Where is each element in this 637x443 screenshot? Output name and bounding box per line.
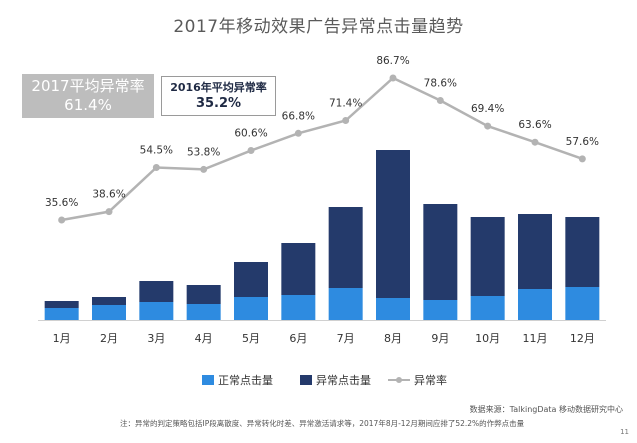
- bar-normal: [234, 297, 268, 320]
- x-tick-label: 1月: [53, 332, 71, 345]
- rate-point: [342, 117, 350, 125]
- chart-title: 2017年移动效果广告异常点击量趋势: [173, 17, 464, 37]
- bar-abnormal: [92, 297, 126, 305]
- bar-abnormal: [234, 262, 268, 297]
- bar-abnormal: [423, 204, 458, 300]
- avg-2017-box: 2017平均异常率 61.4%: [22, 74, 154, 118]
- x-tick-label: 3月: [147, 332, 165, 345]
- rate-point: [200, 165, 208, 173]
- avg-2017-value: 61.4%: [64, 96, 112, 114]
- bar-normal: [518, 289, 552, 320]
- rate-data-label: 57.6%: [566, 136, 599, 148]
- data-source: 数据来源：TalkingData 移动数据研究中心: [469, 405, 623, 414]
- x-tick-label: 7月: [337, 332, 355, 345]
- bar-normal: [423, 300, 458, 320]
- bar-abnormal: [139, 281, 174, 302]
- rate-point: [105, 208, 113, 216]
- x-tick-label: 11月: [523, 332, 548, 345]
- x-tick-label: 12月: [570, 332, 595, 345]
- rate-data-label: 35.6%: [45, 197, 78, 209]
- bar-abnormal: [376, 150, 410, 298]
- bar-normal: [470, 296, 505, 320]
- rate-data-label: 86.7%: [376, 55, 409, 67]
- rate-data-label: 60.6%: [234, 128, 267, 140]
- bar-normal: [565, 287, 600, 320]
- legend-swatch-abnormal: [300, 375, 312, 385]
- legend-label-abnormal: 异常点击量: [316, 374, 371, 387]
- bar-normal: [186, 304, 221, 320]
- x-tick-label: 8月: [384, 332, 402, 345]
- bar-abnormal: [44, 301, 79, 308]
- avg-2016-box: 2016年平均异常率 35.2%: [161, 76, 276, 116]
- rate-point: [389, 74, 397, 82]
- chart-legend: 正常点击量 异常点击量 异常率: [0, 372, 637, 388]
- x-tick-label: 6月: [289, 332, 307, 345]
- legend-item-abnormal: 异常点击量: [300, 372, 371, 388]
- avg-2016-label: 2016年平均异常率: [170, 81, 267, 94]
- x-tick-label: 10月: [475, 332, 500, 345]
- bar-abnormal: [518, 214, 552, 289]
- bar-normal: [376, 298, 410, 320]
- avg-2016-value: 35.2%: [195, 96, 242, 111]
- bar-abnormal: [281, 243, 316, 295]
- x-tick-label: 2月: [100, 332, 118, 345]
- footnote: 注：异常的判定策略包括IP段离散度、异常转化时差、异常激活请求等，2017年8月…: [120, 419, 525, 428]
- legend-swatch-rate: [388, 375, 410, 385]
- bar-abnormal: [470, 217, 505, 296]
- x-tick-label: 5月: [242, 332, 260, 345]
- rate-point: [578, 155, 586, 163]
- bar-normal: [281, 295, 316, 320]
- rate-data-label: 66.8%: [282, 110, 315, 122]
- bar-normal: [92, 305, 126, 320]
- legend-item-rate: 异常率: [388, 372, 447, 388]
- rate-point: [294, 129, 302, 137]
- bar-abnormal: [328, 207, 363, 288]
- legend-label-normal: 正常点击量: [218, 374, 273, 387]
- rate-point: [531, 138, 539, 146]
- rate-point: [484, 122, 492, 130]
- rate-point: [152, 163, 160, 171]
- legend-item-normal: 正常点击量: [202, 372, 273, 388]
- rate-data-label: 38.6%: [92, 189, 125, 201]
- bar-abnormal: [565, 217, 600, 287]
- rate-data-label: 53.8%: [187, 146, 220, 158]
- page-number: 11: [620, 428, 629, 436]
- bar-abnormal: [186, 285, 221, 304]
- rate-data-label: 78.6%: [424, 78, 457, 90]
- rate-data-label: 54.5%: [140, 144, 173, 156]
- rate-data-label: 63.6%: [518, 119, 551, 131]
- legend-swatch-normal: [202, 375, 214, 385]
- x-tick-label: 4月: [195, 332, 213, 345]
- rate-data-label: 69.4%: [471, 103, 504, 115]
- legend-label-rate: 异常率: [414, 374, 447, 387]
- rate-point: [436, 97, 444, 105]
- rate-data-label: 71.4%: [329, 98, 362, 110]
- bar-normal: [44, 308, 79, 320]
- avg-2017-label: 2017平均异常率: [31, 77, 145, 95]
- bar-normal: [328, 288, 363, 320]
- x-tick-label: 9月: [431, 332, 449, 345]
- rate-line: [61, 76, 583, 222]
- bar-normal: [139, 302, 174, 320]
- rate-point: [247, 147, 255, 155]
- rate-point: [58, 216, 66, 224]
